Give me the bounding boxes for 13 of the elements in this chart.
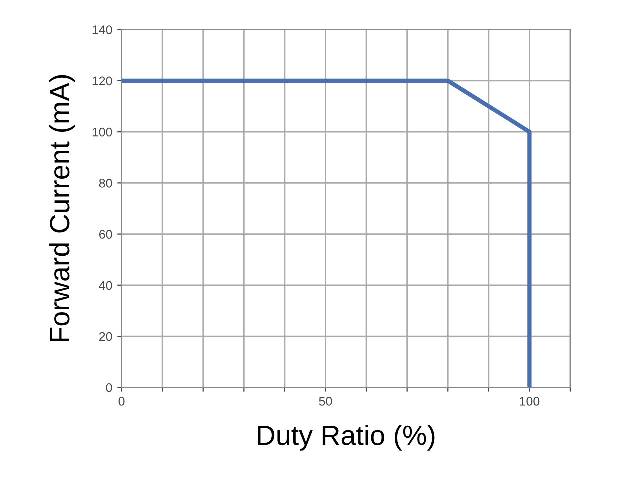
y-tick-label: 120 xyxy=(92,76,112,86)
y-tick-label: 60 xyxy=(99,230,112,239)
x-axis-title: Duty Ratio (%) xyxy=(258,425,435,451)
y-tick-label: 0 xyxy=(106,383,112,392)
y-tick-label: 140 xyxy=(92,26,112,34)
x-tick-label: 0 xyxy=(118,397,125,406)
y-tick-label: 20 xyxy=(99,332,112,342)
y-tick-label: 40 xyxy=(99,281,112,290)
y-axis-title: Forward Current (mA) xyxy=(49,75,76,342)
x-tick-label: 100 xyxy=(520,397,540,406)
y-tick-label: 100 xyxy=(92,128,112,137)
x-tick-label: 50 xyxy=(319,397,332,406)
y-tick-label: 80 xyxy=(99,178,112,188)
